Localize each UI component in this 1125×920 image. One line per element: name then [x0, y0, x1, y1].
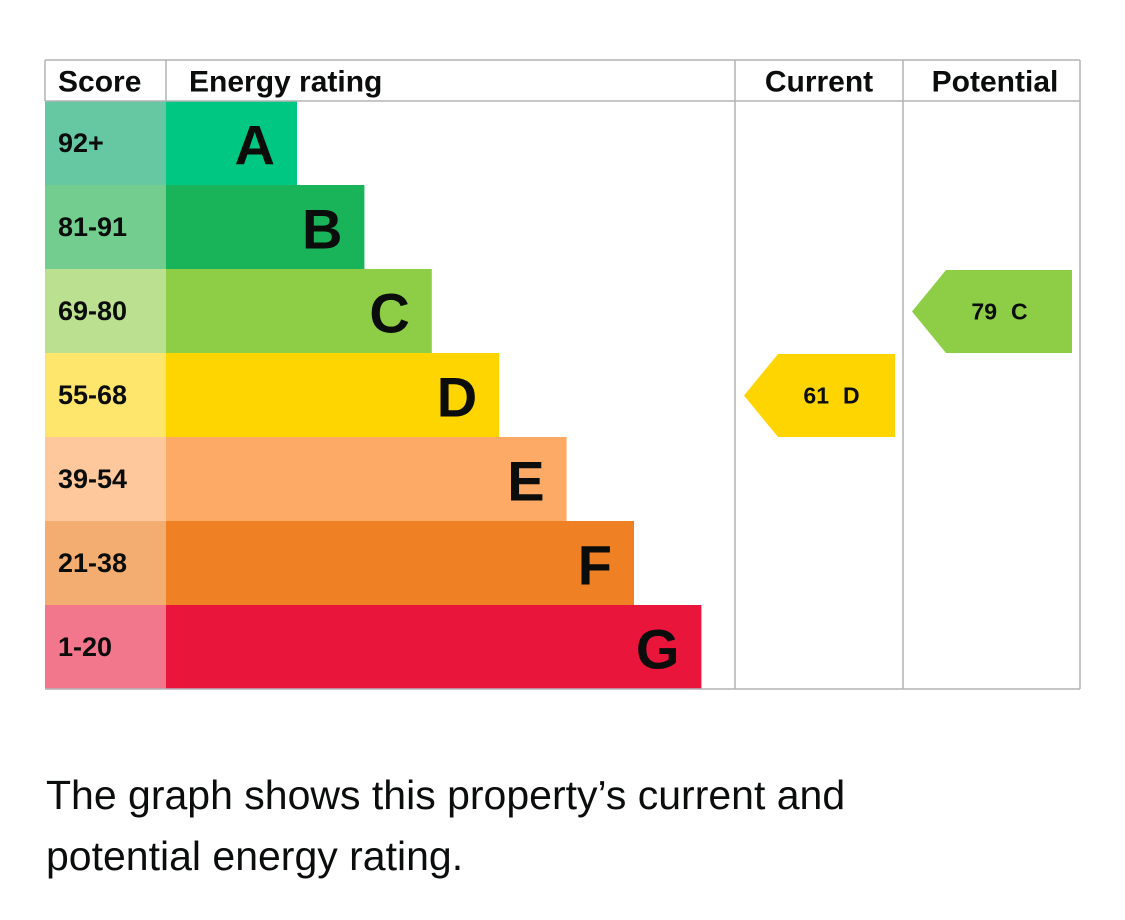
- epc-chart: Score Energy rating Current Potential 92+ A 81…: [44, 59, 1081, 690]
- score-range: 39-54: [58, 464, 127, 494]
- rating-bar: [166, 101, 297, 185]
- rating-letter: B: [302, 198, 342, 261]
- caption: The graph shows this property’s current …: [46, 772, 846, 879]
- rating-letter: G: [636, 618, 680, 681]
- rating-bar: [166, 353, 500, 437]
- score-cell: [45, 437, 166, 521]
- column-header: Energy rating: [189, 66, 382, 99]
- rating-letter: A: [235, 114, 275, 177]
- column-header: Score: [58, 66, 141, 99]
- score-cell: [45, 605, 166, 689]
- score-range: 1-20: [58, 632, 112, 662]
- rating-letter: E: [507, 450, 544, 513]
- score-cell: [45, 185, 166, 269]
- rating-bar: [166, 437, 567, 521]
- score-range: 92+: [58, 128, 104, 158]
- score-cell: [45, 521, 166, 605]
- rating-bar: [166, 269, 432, 353]
- score-range: 55-68: [58, 380, 127, 410]
- column-header: Current: [765, 66, 873, 99]
- score-range: 69-80: [58, 296, 127, 326]
- score-cell: [45, 353, 166, 437]
- rating-letter: F: [578, 534, 612, 597]
- potential-arrow: [912, 270, 1072, 353]
- score-range: 81-91: [58, 212, 127, 242]
- rating-letter: C: [369, 282, 409, 345]
- rating-bar: [166, 185, 365, 269]
- current-band: D: [843, 383, 860, 409]
- rating-letter: D: [437, 366, 477, 429]
- score-cell: [45, 101, 166, 185]
- rating-bar: [166, 521, 634, 605]
- column-header: Potential: [932, 66, 1059, 99]
- rating-bar: [166, 605, 702, 689]
- potential-score: 79: [971, 299, 997, 325]
- current-score: 61: [803, 383, 829, 409]
- score-range: 21-38: [58, 548, 127, 578]
- potential-band: C: [1011, 299, 1028, 325]
- current-arrow: [744, 354, 895, 437]
- score-cell: [45, 269, 166, 353]
